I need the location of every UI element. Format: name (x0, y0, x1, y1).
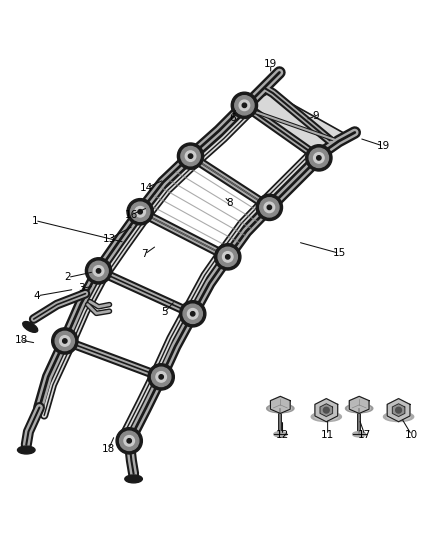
Text: 12: 12 (276, 430, 289, 440)
Ellipse shape (311, 412, 342, 422)
Ellipse shape (314, 413, 338, 420)
Polygon shape (244, 92, 345, 160)
Circle shape (256, 194, 283, 221)
Ellipse shape (346, 404, 373, 413)
Circle shape (215, 244, 241, 270)
Ellipse shape (384, 412, 413, 422)
Circle shape (187, 309, 198, 319)
Circle shape (138, 209, 142, 214)
Circle shape (156, 372, 166, 382)
Circle shape (89, 261, 108, 280)
Circle shape (120, 431, 139, 450)
Text: 19: 19 (264, 59, 277, 69)
Circle shape (396, 407, 402, 413)
Text: 1: 1 (32, 215, 39, 225)
Circle shape (191, 312, 195, 316)
Text: 9: 9 (312, 111, 319, 122)
Text: 10: 10 (405, 430, 418, 440)
Polygon shape (315, 399, 338, 422)
Polygon shape (320, 404, 332, 416)
Circle shape (267, 205, 272, 209)
Circle shape (135, 206, 145, 217)
Circle shape (309, 148, 328, 167)
Circle shape (260, 198, 279, 217)
Text: 11: 11 (321, 430, 334, 440)
Circle shape (55, 332, 74, 351)
Polygon shape (270, 397, 290, 414)
Text: 18: 18 (14, 335, 28, 345)
Circle shape (306, 145, 332, 171)
Polygon shape (392, 404, 405, 416)
Text: 17: 17 (358, 430, 371, 440)
Circle shape (124, 435, 134, 446)
Text: 3: 3 (78, 284, 85, 293)
Circle shape (317, 156, 321, 160)
Text: 4: 4 (34, 291, 41, 301)
Text: 5: 5 (161, 308, 168, 318)
Circle shape (226, 255, 230, 259)
Circle shape (218, 247, 237, 266)
Circle shape (183, 304, 202, 324)
Text: 6: 6 (229, 112, 236, 123)
Ellipse shape (267, 404, 294, 413)
Circle shape (314, 152, 324, 163)
Circle shape (177, 143, 204, 169)
Ellipse shape (353, 432, 366, 437)
Text: 7: 7 (141, 249, 148, 259)
Ellipse shape (348, 405, 371, 411)
Circle shape (264, 202, 275, 213)
Ellipse shape (269, 405, 292, 411)
Circle shape (85, 258, 112, 284)
Circle shape (127, 439, 131, 443)
Circle shape (231, 92, 258, 118)
Circle shape (131, 202, 150, 221)
Circle shape (127, 199, 153, 225)
Circle shape (323, 407, 329, 413)
Circle shape (188, 154, 193, 158)
Ellipse shape (274, 432, 287, 437)
Ellipse shape (125, 475, 142, 483)
Circle shape (152, 367, 171, 386)
Text: 8: 8 (226, 198, 233, 208)
Text: 15: 15 (333, 248, 346, 259)
Circle shape (93, 265, 104, 276)
Circle shape (148, 364, 174, 390)
Circle shape (239, 100, 250, 110)
Text: 14: 14 (140, 183, 153, 192)
Text: 16: 16 (125, 210, 138, 220)
Circle shape (96, 269, 101, 273)
Circle shape (116, 427, 142, 454)
Text: 18: 18 (102, 444, 115, 454)
Ellipse shape (18, 446, 35, 454)
Ellipse shape (23, 321, 38, 333)
Circle shape (180, 301, 206, 327)
Circle shape (242, 103, 247, 108)
Polygon shape (387, 399, 410, 422)
Circle shape (223, 252, 233, 262)
Circle shape (52, 328, 78, 354)
Circle shape (235, 96, 254, 115)
Ellipse shape (387, 413, 410, 420)
Circle shape (60, 336, 70, 346)
Circle shape (63, 339, 67, 343)
Text: 13: 13 (103, 234, 116, 244)
Text: 19: 19 (377, 141, 390, 151)
Text: 2: 2 (64, 272, 71, 282)
Polygon shape (349, 397, 369, 414)
Circle shape (159, 375, 163, 379)
Circle shape (185, 151, 196, 161)
Circle shape (181, 147, 200, 166)
